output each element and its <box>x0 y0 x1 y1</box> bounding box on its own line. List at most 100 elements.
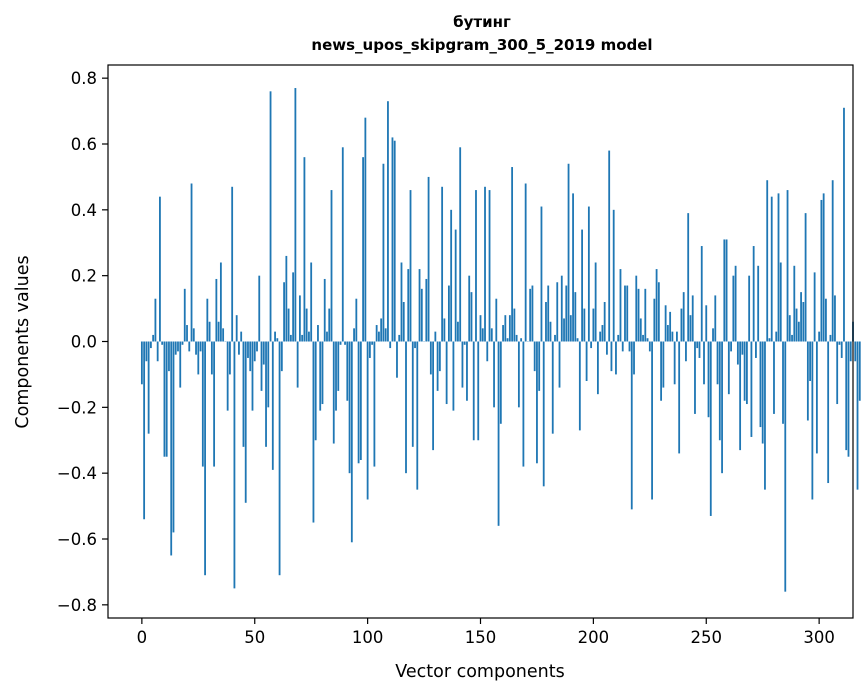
x-axis-label: Vector components <box>395 662 564 682</box>
bar-component-6 <box>154 298 157 342</box>
bar-component-132 <box>438 341 441 372</box>
bar-component-260 <box>727 341 730 395</box>
bar-component-7 <box>156 341 159 362</box>
bar-component-200 <box>592 308 595 342</box>
y-tick-label: −0.8 <box>57 596 97 615</box>
bar-component-113 <box>396 341 398 378</box>
bar-component-276 <box>764 341 766 490</box>
bar-component-124 <box>420 288 423 342</box>
bar-component-231 <box>662 341 665 388</box>
bar-component-253 <box>712 328 714 342</box>
bar-component-177 <box>540 206 543 342</box>
bar-component-10 <box>163 341 166 457</box>
bar-component-263 <box>734 265 737 342</box>
bar-component-293 <box>802 302 805 342</box>
bar-component-88 <box>339 341 342 345</box>
bar-component-214 <box>624 285 626 342</box>
chart-subtitle: news_upos_skipgram_300_5_2019 model <box>311 36 652 54</box>
y-tick-label: 0.4 <box>71 201 97 220</box>
bar-component-187 <box>563 318 565 342</box>
bar-component-131 <box>436 341 439 391</box>
bar-component-303 <box>825 298 827 342</box>
bar-component-274 <box>759 341 762 428</box>
bar-component-227 <box>653 298 656 342</box>
bar-component-206 <box>606 341 608 355</box>
bar-component-3 <box>147 341 150 434</box>
bar-component-170 <box>524 183 527 342</box>
bar-component-110 <box>389 341 392 349</box>
bar-component-188 <box>565 285 568 342</box>
y-tick-label: 0.2 <box>71 267 97 286</box>
bar-component-98 <box>362 157 365 342</box>
bar-component-229 <box>657 282 660 342</box>
bar-component-203 <box>599 331 602 342</box>
x-tick-label: 150 <box>465 628 497 647</box>
bar-component-311 <box>843 107 845 342</box>
bar-component-181 <box>549 321 552 342</box>
bar-component-180 <box>547 285 550 342</box>
bar-component-69 <box>296 341 299 388</box>
bar-component-233 <box>666 325 669 342</box>
bar-component-99 <box>364 117 367 342</box>
bar-component-150 <box>479 315 482 342</box>
bar-component-12 <box>168 341 170 372</box>
bar-component-44 <box>240 331 243 342</box>
bar-component-185 <box>558 341 561 388</box>
bar-component-275 <box>761 341 764 444</box>
bar-component-105 <box>378 331 380 342</box>
bar-component-149 <box>477 341 480 441</box>
bar-component-94 <box>353 328 355 342</box>
bar-component-63 <box>283 282 285 342</box>
bar-component-183 <box>554 334 556 342</box>
bar-component-215 <box>626 285 629 342</box>
bar-component-205 <box>603 302 606 342</box>
bar-component-147 <box>472 341 475 441</box>
bar-component-186 <box>560 275 563 342</box>
bar-component-41 <box>233 341 236 589</box>
bar-component-168 <box>520 338 523 342</box>
bar-component-314 <box>849 341 852 362</box>
bar-component-128 <box>429 341 432 375</box>
bar-component-93 <box>350 341 353 543</box>
bar-component-221 <box>639 318 642 342</box>
bar-component-265 <box>739 341 742 451</box>
bar-component-163 <box>508 315 511 342</box>
y-axis-ticks: −0.8 −0.6 −0.4 −0.2 0.0 0.2 0.4 0.6 0.8 <box>57 69 108 615</box>
bar-component-264 <box>736 341 739 365</box>
bar-component-258 <box>723 239 726 342</box>
bar-component-139 <box>454 229 457 342</box>
bar-component-255 <box>716 341 719 385</box>
bar-component-137 <box>450 209 453 342</box>
bar-component-211 <box>617 334 620 342</box>
bar-component-182 <box>551 341 554 434</box>
bar-component-223 <box>644 288 647 342</box>
bar-component-104 <box>375 325 378 342</box>
bar-component-286 <box>786 190 789 342</box>
bar-component-184 <box>556 282 559 342</box>
bar-component-270 <box>750 341 753 437</box>
y-tick-label: 0.8 <box>71 69 97 88</box>
bar-component-292 <box>800 292 802 342</box>
bar-component-141 <box>459 147 462 342</box>
bar-component-0 <box>140 341 143 385</box>
bar-component-273 <box>757 265 760 342</box>
bar-component-151 <box>481 328 484 342</box>
bar-component-8 <box>159 196 161 342</box>
bar-component-97 <box>359 341 362 460</box>
bar-component-75 <box>310 262 313 342</box>
bar-component-159 <box>499 341 502 424</box>
bar-component-38 <box>226 341 229 411</box>
bar-component-285 <box>784 341 787 592</box>
bar-component-2 <box>145 341 148 362</box>
bar-component-24 <box>195 341 197 355</box>
bar-component-280 <box>773 341 775 414</box>
bar-component-308 <box>836 341 839 405</box>
bar-component-224 <box>646 338 649 342</box>
bar-component-212 <box>619 269 622 342</box>
bar-component-140 <box>457 321 459 342</box>
bar-component-86 <box>335 341 337 411</box>
bar-component-11 <box>165 341 168 457</box>
bar-component-18 <box>181 341 184 345</box>
y-axis-label: Components values <box>13 255 33 428</box>
bar-component-222 <box>642 334 644 342</box>
